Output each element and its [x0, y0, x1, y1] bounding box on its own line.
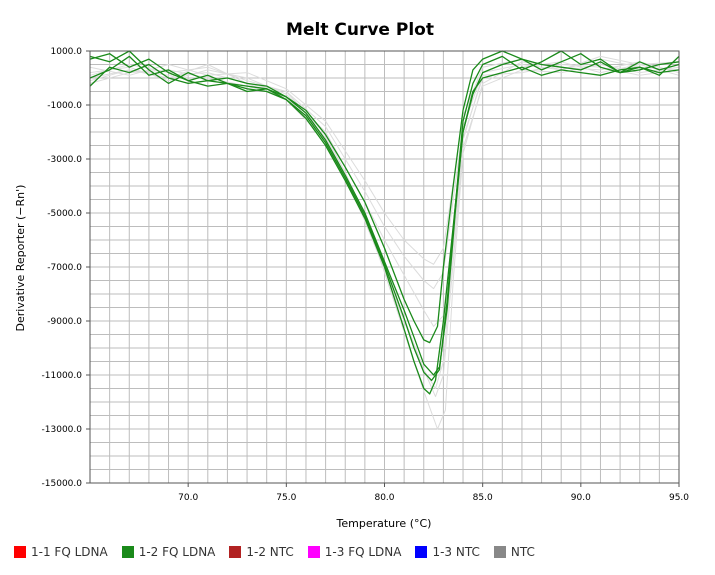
legend-item[interactable]: 1-1 FQ LDNA — [14, 545, 108, 559]
x-tick-label: 90.0 — [571, 493, 591, 503]
y-tick-label: -3000.0 — [47, 155, 82, 165]
y-tick-label: -15000.0 — [42, 479, 83, 489]
legend-swatch — [307, 546, 320, 558]
y-axis-label: Derivative Reporter (−Rn') — [14, 185, 27, 332]
legend-item[interactable]: NTC — [493, 545, 535, 559]
legend-swatch — [229, 546, 242, 558]
legend-item[interactable]: 1-2 FQ LDNA — [121, 545, 216, 559]
legend-item[interactable]: 1-3 FQ LDNA — [307, 545, 402, 559]
x-tick-label: 85.0 — [473, 493, 493, 503]
legend-label: 1-2 FQ LDNA — [138, 545, 216, 559]
y-tick-label: -9000.0 — [47, 317, 82, 327]
legend-swatch — [493, 546, 506, 558]
axis-ticks: 70.0 75.0 80.0 85.0 90.0 95.0 1000.0 -1000.0 -30… — [42, 47, 690, 503]
melt-curve-trace — [89, 50, 680, 376]
melt-curve-trace — [89, 55, 680, 395]
x-tick-label: 80.0 — [374, 493, 394, 503]
melt-curve-trace — [89, 64, 680, 389]
legend-item[interactable]: 1-2 NTC — [229, 545, 294, 559]
y-tick-label: -11000.0 — [42, 371, 83, 381]
y-tick-label: -5000.0 — [47, 209, 82, 219]
y-tick-label: 1000.0 — [51, 47, 83, 57]
melt-curve-trace — [89, 50, 680, 382]
y-tick-label: -13000.0 — [42, 425, 83, 435]
legend-label: 1-3 NTC — [432, 545, 480, 559]
legend-item[interactable]: 1-3 NTC — [415, 545, 480, 559]
y-tick-label: -7000.0 — [47, 263, 82, 273]
x-axis-label: Temperature (°C) — [336, 517, 432, 530]
legend-swatch — [121, 546, 134, 558]
chart-title: Melt Curve Plot — [286, 20, 434, 40]
melt-curve-trace — [89, 50, 680, 344]
legend-label: 1-1 FQ LDNA — [31, 545, 108, 559]
melt-curve-trace — [89, 64, 680, 398]
y-tick-label: -1000.0 — [47, 101, 82, 111]
legend-label: 1-3 FQ LDNA — [324, 545, 402, 559]
grid — [90, 51, 679, 483]
x-tick-label: 70.0 — [178, 493, 198, 503]
legend-swatch — [415, 546, 428, 558]
legend-swatch — [14, 546, 26, 558]
x-tick-label: 75.0 — [276, 493, 296, 503]
x-tick-label: 95.0 — [669, 493, 689, 503]
plot-area — [89, 50, 680, 430]
legend: 1-1 FQ LDNA 1-2 FQ LDNA 1-2 NTC 1-3 FQ LDNA… — [14, 545, 535, 559]
legend-label: NTC — [510, 545, 535, 559]
legend-label: 1-2 NTC — [246, 545, 294, 559]
